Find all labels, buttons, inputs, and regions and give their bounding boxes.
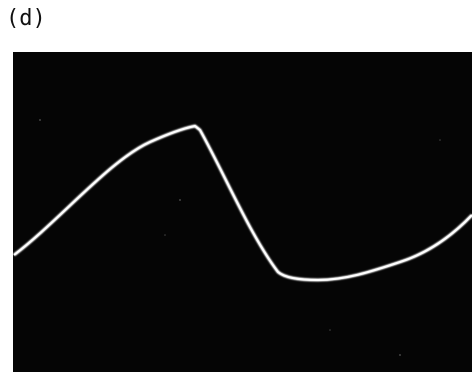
oscilloscope-photo [0, 0, 472, 372]
page: (d) (() => { const data = JSON.parse(doc… [0, 0, 472, 372]
